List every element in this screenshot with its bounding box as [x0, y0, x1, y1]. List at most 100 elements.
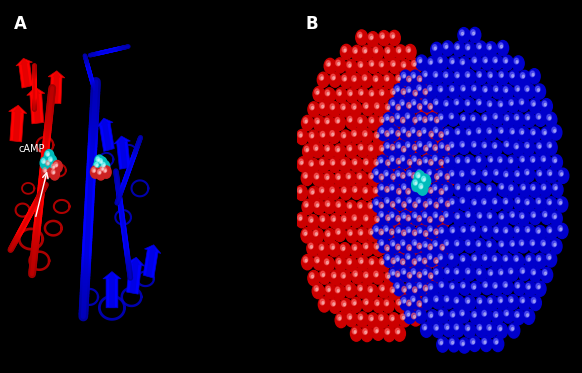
Circle shape: [428, 244, 432, 250]
Circle shape: [541, 240, 545, 246]
Circle shape: [305, 259, 307, 262]
Circle shape: [384, 326, 395, 342]
Circle shape: [442, 41, 453, 56]
Circle shape: [381, 231, 383, 234]
Circle shape: [459, 224, 471, 239]
Circle shape: [442, 238, 454, 253]
Circle shape: [485, 98, 497, 114]
Circle shape: [525, 142, 529, 148]
Circle shape: [53, 172, 55, 174]
Circle shape: [381, 214, 383, 216]
Circle shape: [398, 200, 400, 203]
Circle shape: [529, 98, 541, 113]
Circle shape: [338, 231, 340, 234]
Circle shape: [388, 275, 389, 278]
Circle shape: [408, 134, 410, 136]
Circle shape: [470, 253, 482, 268]
Circle shape: [497, 125, 509, 141]
Circle shape: [364, 243, 368, 249]
Circle shape: [527, 314, 528, 316]
Circle shape: [396, 159, 400, 164]
Circle shape: [453, 238, 464, 253]
Circle shape: [458, 308, 470, 323]
Circle shape: [508, 323, 520, 338]
Circle shape: [320, 131, 325, 137]
Circle shape: [466, 325, 470, 331]
Circle shape: [456, 271, 458, 273]
Circle shape: [310, 104, 314, 110]
Circle shape: [411, 210, 423, 225]
Circle shape: [484, 228, 487, 231]
Circle shape: [333, 218, 335, 221]
Circle shape: [496, 99, 508, 114]
Circle shape: [308, 243, 313, 249]
Circle shape: [423, 157, 428, 163]
Circle shape: [411, 88, 423, 103]
Circle shape: [448, 111, 459, 126]
Circle shape: [475, 97, 487, 112]
Circle shape: [368, 229, 373, 235]
Circle shape: [482, 226, 487, 232]
Circle shape: [460, 30, 464, 36]
Circle shape: [459, 83, 471, 98]
Circle shape: [460, 141, 464, 147]
Text: B: B: [305, 15, 318, 33]
Circle shape: [418, 313, 420, 315]
Circle shape: [425, 160, 427, 162]
Circle shape: [416, 173, 420, 178]
Circle shape: [533, 272, 535, 274]
Circle shape: [399, 170, 411, 185]
Circle shape: [93, 170, 95, 172]
Circle shape: [455, 44, 459, 50]
Circle shape: [553, 129, 556, 132]
Circle shape: [472, 57, 477, 63]
Circle shape: [417, 169, 421, 175]
Circle shape: [468, 188, 470, 190]
Circle shape: [412, 259, 417, 265]
Circle shape: [375, 50, 377, 52]
Circle shape: [487, 101, 492, 107]
Circle shape: [438, 57, 442, 63]
Circle shape: [385, 198, 389, 203]
Circle shape: [402, 286, 406, 292]
Circle shape: [545, 112, 557, 128]
Circle shape: [347, 145, 352, 151]
Circle shape: [96, 168, 105, 180]
Circle shape: [490, 272, 492, 275]
Circle shape: [477, 72, 481, 78]
Circle shape: [340, 185, 352, 200]
Circle shape: [95, 155, 104, 167]
Circle shape: [306, 204, 308, 207]
Circle shape: [385, 115, 389, 120]
Circle shape: [405, 298, 417, 313]
Circle shape: [402, 230, 406, 236]
Circle shape: [324, 58, 336, 73]
Circle shape: [395, 45, 406, 60]
Circle shape: [458, 169, 470, 184]
Circle shape: [338, 204, 340, 207]
Circle shape: [425, 91, 427, 94]
Circle shape: [327, 93, 329, 95]
Circle shape: [330, 131, 335, 137]
Circle shape: [365, 105, 368, 108]
Circle shape: [425, 299, 427, 302]
Circle shape: [378, 88, 389, 103]
Circle shape: [375, 103, 379, 109]
Circle shape: [394, 225, 406, 240]
Circle shape: [408, 49, 410, 52]
Circle shape: [376, 246, 378, 248]
Circle shape: [398, 191, 400, 194]
Circle shape: [386, 78, 388, 81]
Circle shape: [352, 104, 356, 110]
Circle shape: [480, 140, 492, 155]
Circle shape: [516, 314, 519, 317]
Circle shape: [378, 125, 389, 141]
Circle shape: [435, 147, 437, 150]
Circle shape: [323, 143, 335, 159]
Circle shape: [551, 182, 563, 197]
Circle shape: [423, 117, 427, 123]
Circle shape: [389, 87, 401, 102]
Circle shape: [512, 327, 514, 330]
Circle shape: [537, 256, 541, 261]
Circle shape: [466, 298, 470, 304]
